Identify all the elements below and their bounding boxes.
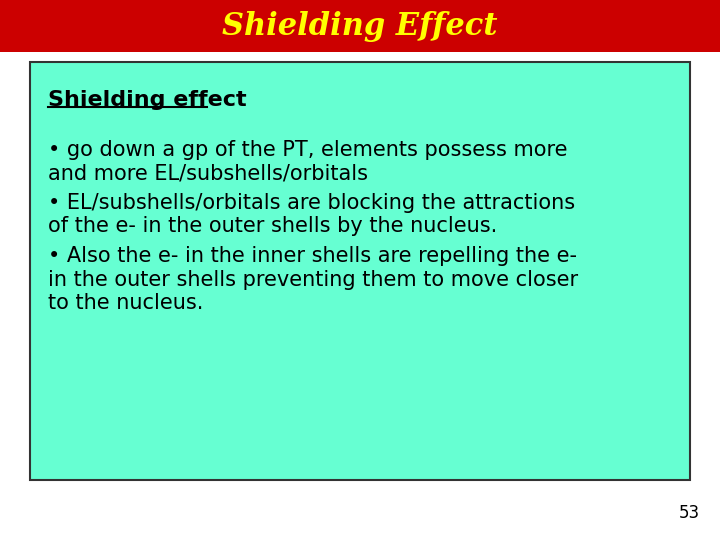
Text: • go down a gp of the PT, elements possess more: • go down a gp of the PT, elements posse… bbox=[48, 140, 567, 160]
Text: • EL/subshells/orbitals are blocking the attractions: • EL/subshells/orbitals are blocking the… bbox=[48, 193, 575, 213]
Text: of the e- in the outer shells by the nucleus.: of the e- in the outer shells by the nuc… bbox=[48, 217, 498, 237]
Text: 53: 53 bbox=[679, 504, 700, 522]
Text: to the nucleus.: to the nucleus. bbox=[48, 293, 203, 313]
FancyBboxPatch shape bbox=[30, 62, 690, 480]
Text: Shielding Effect: Shielding Effect bbox=[222, 10, 498, 42]
Text: and more EL/subshells/orbitals: and more EL/subshells/orbitals bbox=[48, 163, 368, 183]
Text: Shielding effect: Shielding effect bbox=[48, 90, 247, 110]
FancyBboxPatch shape bbox=[0, 0, 720, 52]
Text: • Also the e- in the inner shells are repelling the e-: • Also the e- in the inner shells are re… bbox=[48, 246, 577, 267]
Text: in the outer shells preventing them to move closer: in the outer shells preventing them to m… bbox=[48, 270, 578, 290]
